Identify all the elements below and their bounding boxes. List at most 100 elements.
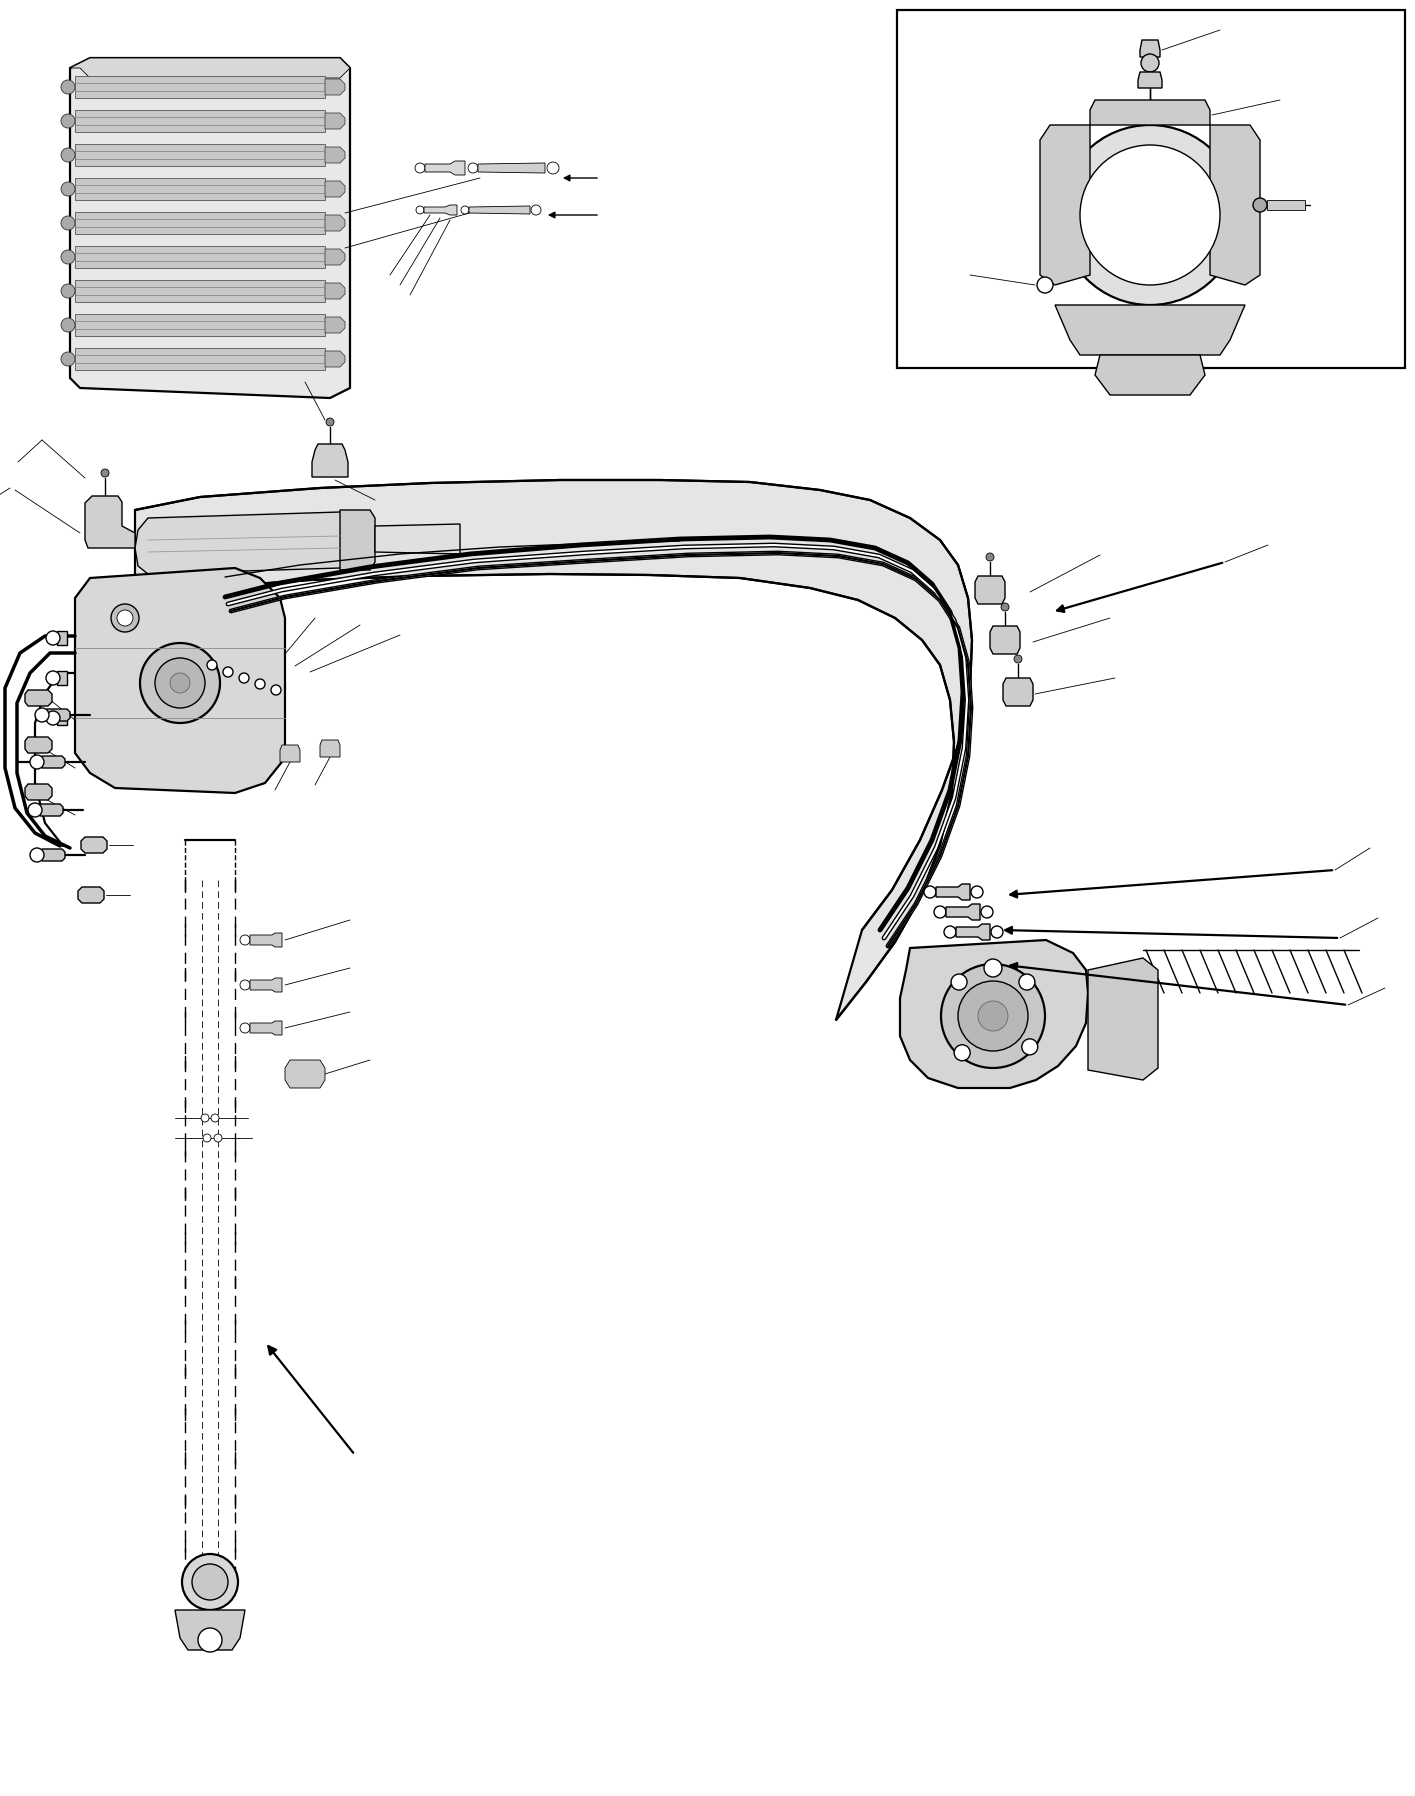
Circle shape bbox=[986, 553, 993, 560]
Circle shape bbox=[198, 1627, 222, 1652]
Circle shape bbox=[1000, 603, 1009, 611]
Circle shape bbox=[531, 205, 541, 216]
Circle shape bbox=[990, 927, 1003, 938]
Polygon shape bbox=[47, 709, 69, 720]
Circle shape bbox=[1022, 1038, 1037, 1054]
Polygon shape bbox=[25, 690, 52, 706]
Polygon shape bbox=[990, 627, 1020, 654]
Circle shape bbox=[241, 981, 250, 990]
Polygon shape bbox=[69, 57, 350, 399]
Polygon shape bbox=[40, 805, 64, 815]
Circle shape bbox=[1254, 198, 1266, 212]
Polygon shape bbox=[311, 444, 348, 478]
Polygon shape bbox=[468, 207, 531, 214]
Polygon shape bbox=[1003, 679, 1033, 706]
Circle shape bbox=[951, 973, 966, 990]
Polygon shape bbox=[424, 162, 466, 174]
Polygon shape bbox=[75, 280, 325, 302]
Circle shape bbox=[201, 1114, 209, 1122]
Circle shape bbox=[61, 181, 75, 196]
Polygon shape bbox=[957, 923, 990, 939]
Polygon shape bbox=[1095, 356, 1206, 395]
Circle shape bbox=[981, 905, 993, 918]
Circle shape bbox=[47, 672, 59, 684]
Circle shape bbox=[548, 162, 559, 174]
Polygon shape bbox=[320, 740, 340, 756]
Polygon shape bbox=[250, 979, 282, 991]
Polygon shape bbox=[57, 630, 67, 645]
Polygon shape bbox=[75, 144, 325, 165]
Circle shape bbox=[61, 352, 75, 366]
Circle shape bbox=[415, 163, 424, 172]
Circle shape bbox=[211, 1114, 219, 1122]
Circle shape bbox=[944, 927, 957, 938]
Polygon shape bbox=[325, 350, 345, 366]
Polygon shape bbox=[57, 711, 67, 726]
Polygon shape bbox=[57, 672, 67, 684]
Bar bbox=[897, 11, 1405, 368]
Circle shape bbox=[192, 1564, 228, 1600]
Polygon shape bbox=[75, 348, 325, 370]
Circle shape bbox=[207, 659, 216, 670]
Polygon shape bbox=[75, 178, 325, 199]
Circle shape bbox=[416, 207, 424, 214]
Polygon shape bbox=[325, 79, 345, 95]
Circle shape bbox=[325, 418, 334, 426]
Circle shape bbox=[47, 711, 59, 726]
Circle shape bbox=[117, 611, 133, 627]
Circle shape bbox=[468, 163, 478, 172]
Circle shape bbox=[1060, 126, 1240, 305]
Circle shape bbox=[30, 848, 44, 862]
Polygon shape bbox=[75, 110, 325, 131]
Polygon shape bbox=[1138, 72, 1162, 88]
Polygon shape bbox=[424, 205, 457, 216]
Circle shape bbox=[924, 885, 935, 898]
Circle shape bbox=[1015, 656, 1022, 663]
Polygon shape bbox=[1056, 305, 1245, 356]
Circle shape bbox=[100, 469, 109, 478]
Circle shape bbox=[1080, 145, 1220, 286]
Circle shape bbox=[202, 1133, 211, 1142]
Circle shape bbox=[61, 81, 75, 93]
Polygon shape bbox=[25, 736, 52, 753]
Polygon shape bbox=[75, 212, 325, 233]
Circle shape bbox=[1019, 973, 1034, 990]
Polygon shape bbox=[284, 1060, 325, 1088]
Circle shape bbox=[30, 754, 44, 769]
Polygon shape bbox=[75, 246, 325, 268]
Polygon shape bbox=[250, 1020, 282, 1034]
Polygon shape bbox=[325, 113, 345, 129]
Circle shape bbox=[156, 657, 205, 708]
Polygon shape bbox=[975, 577, 1005, 603]
Polygon shape bbox=[1090, 101, 1210, 126]
Polygon shape bbox=[325, 147, 345, 163]
Polygon shape bbox=[935, 884, 971, 900]
Circle shape bbox=[170, 674, 190, 693]
Circle shape bbox=[241, 1024, 250, 1033]
Polygon shape bbox=[75, 314, 325, 336]
Circle shape bbox=[983, 959, 1002, 977]
Polygon shape bbox=[325, 284, 345, 298]
Polygon shape bbox=[75, 568, 284, 794]
Polygon shape bbox=[1140, 40, 1160, 57]
Polygon shape bbox=[900, 939, 1088, 1088]
Circle shape bbox=[61, 216, 75, 230]
Polygon shape bbox=[175, 1609, 245, 1651]
Circle shape bbox=[35, 708, 50, 722]
Polygon shape bbox=[85, 496, 134, 548]
Circle shape bbox=[971, 885, 983, 898]
Circle shape bbox=[272, 684, 282, 695]
Polygon shape bbox=[25, 785, 52, 799]
Polygon shape bbox=[280, 745, 300, 762]
Circle shape bbox=[241, 936, 250, 945]
Polygon shape bbox=[1088, 957, 1157, 1079]
Polygon shape bbox=[1266, 199, 1305, 210]
Polygon shape bbox=[947, 903, 981, 920]
Polygon shape bbox=[325, 216, 345, 232]
Circle shape bbox=[47, 630, 59, 645]
Polygon shape bbox=[340, 510, 375, 569]
Polygon shape bbox=[325, 318, 345, 332]
Polygon shape bbox=[375, 524, 460, 553]
Circle shape bbox=[224, 666, 233, 677]
Circle shape bbox=[461, 207, 468, 214]
